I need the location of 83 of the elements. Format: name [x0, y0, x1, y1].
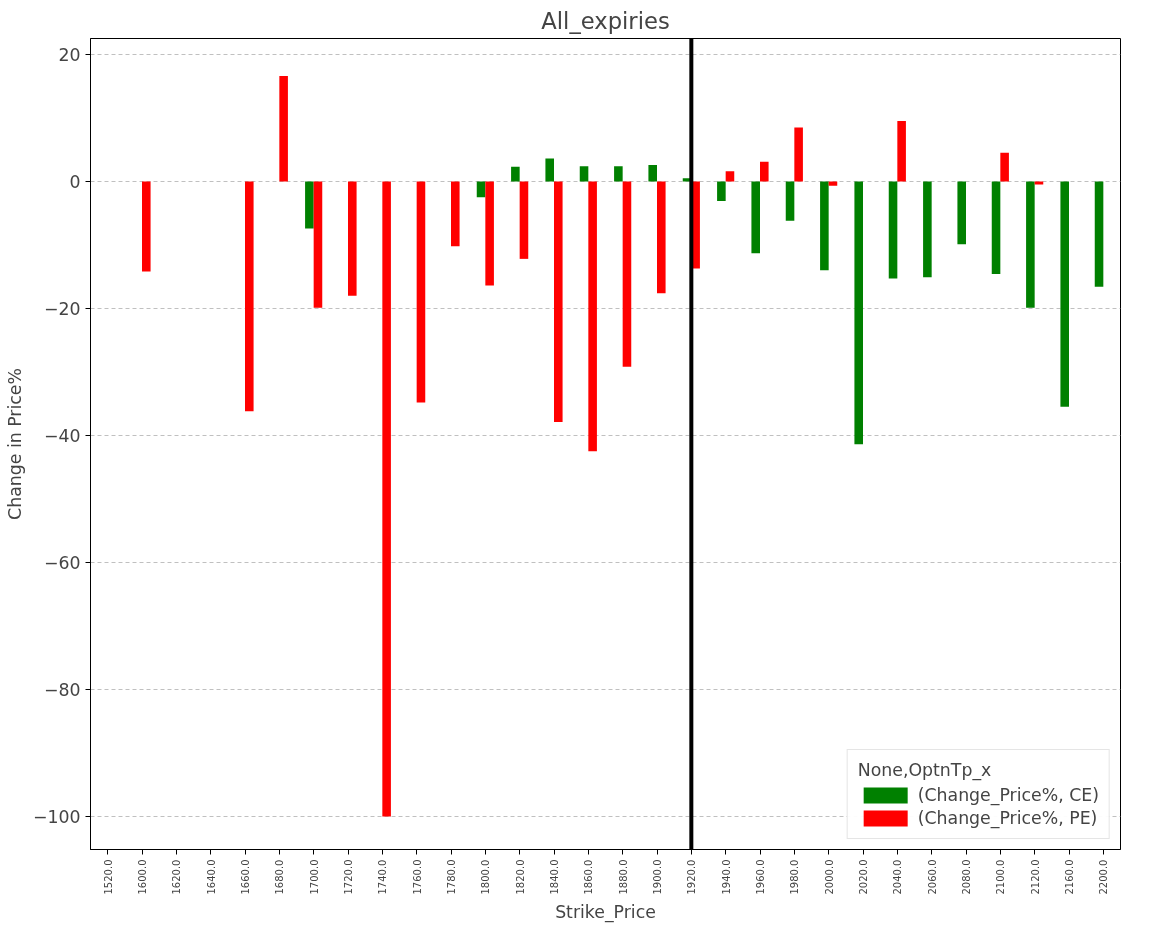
x-tick-label: 1980.0: [789, 859, 801, 895]
x-tick-label: 1880.0: [617, 859, 629, 895]
bar: [511, 166, 520, 182]
bar: [648, 164, 657, 182]
bar: [957, 181, 966, 245]
x-axis-title: Strike_Price: [555, 902, 656, 924]
bar: [760, 161, 769, 182]
x-tick-label: 2100.0: [995, 859, 1007, 895]
bar: [751, 181, 760, 254]
x-tick-label: 1700.0: [308, 859, 320, 895]
bar: [348, 181, 357, 296]
x-tick-label: 1640.0: [205, 859, 217, 895]
bar: [794, 127, 803, 182]
x-tick-label: 1720.0: [343, 859, 354, 895]
x-tick-label: 1740.0: [377, 859, 389, 895]
bar: [142, 181, 151, 272]
x-tick-label: 1960.0: [755, 859, 766, 895]
bar: [614, 166, 623, 182]
bar: [579, 166, 589, 182]
bar: [725, 171, 735, 182]
bar: [382, 181, 391, 817]
bar: [897, 121, 906, 182]
bar: [313, 181, 323, 308]
x-tick-label: 1920.0: [686, 859, 698, 895]
x-tick-label: 1680.0: [274, 859, 286, 895]
bar: [545, 158, 554, 182]
y-tick-label: −80: [43, 679, 81, 700]
bar: [785, 181, 795, 221]
x-tick-label: 2080.0: [961, 859, 972, 895]
legend-title: None,OptnTp_x: [857, 760, 993, 780]
bar: [416, 181, 426, 403]
x-tick-label: 1660.0: [240, 859, 251, 895]
y-tick-label: −40: [43, 425, 81, 446]
chart-title: All_expiries: [541, 7, 670, 34]
legend-label: (Change_Price%, CE): [917, 785, 1099, 805]
x-tick-label: 1940.0: [720, 859, 732, 895]
y-tick-label: 20: [58, 44, 81, 65]
bar: [451, 181, 460, 247]
bar: [1026, 181, 1035, 308]
bar: [588, 181, 597, 452]
bar: [1094, 181, 1104, 287]
legend-label: (Change_Price%, PE): [917, 808, 1098, 828]
x-tick-label: 1820.0: [514, 859, 526, 895]
bar: [554, 181, 563, 423]
bar: [717, 181, 726, 202]
y-tick-label: −60: [43, 552, 81, 573]
bar: [622, 181, 632, 367]
bar: [1000, 152, 1009, 182]
bar: [991, 181, 1001, 275]
x-tick-label: 1520.0: [102, 859, 114, 895]
x-tick-label: 1620.0: [171, 859, 183, 895]
x-tick-label: 2160.0: [1064, 859, 1075, 895]
x-tick-label: 2060.0: [926, 859, 938, 895]
bar: [820, 181, 829, 271]
x-tick-label: 1840.0: [549, 859, 560, 895]
bar: [657, 181, 666, 294]
x-tick-label: 1760.0: [411, 859, 423, 895]
x-tick-label: 1800.0: [480, 859, 492, 895]
x-tick-label: 1600.0: [137, 859, 148, 895]
bar: [888, 181, 898, 279]
y-tick-label: 0: [69, 171, 81, 192]
bar: [828, 181, 838, 186]
y-axis-title: Change in Price%: [4, 368, 25, 520]
x-tick-label: 2040.0: [892, 859, 904, 895]
bar: [854, 181, 863, 445]
bar: [485, 181, 494, 286]
x-tick-label: 2020.0: [858, 859, 869, 895]
x-tick-label: 2200.0: [1098, 859, 1110, 895]
x-tick-label: 1900.0: [652, 859, 663, 895]
y-tick-label: −100: [32, 806, 81, 827]
x-tick-label: 1780.0: [446, 859, 457, 895]
x-tick-label: 1860.0: [583, 859, 595, 895]
bar: [476, 181, 486, 198]
bar: [519, 181, 529, 259]
x-tick-label: 2000.0: [823, 859, 835, 895]
bar: [923, 181, 932, 278]
x-tick-label: 2120.0: [1029, 859, 1041, 895]
bar: [305, 181, 314, 229]
bar: [1034, 181, 1044, 185]
y-tick-label: −20: [43, 298, 81, 319]
bar: [1060, 181, 1069, 407]
bar: [245, 181, 254, 412]
bar: [279, 75, 288, 182]
